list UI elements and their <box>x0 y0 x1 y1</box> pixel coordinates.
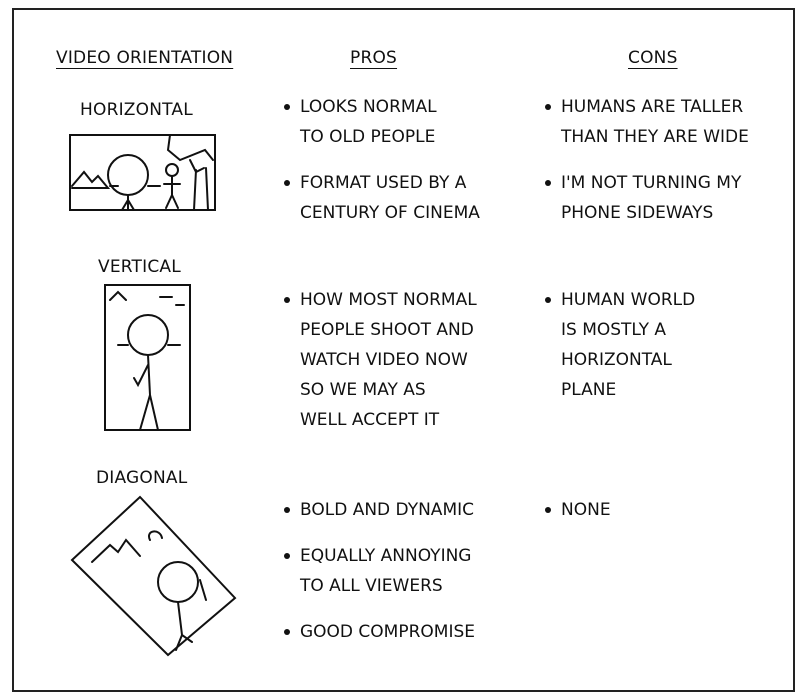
header: PROS <box>350 48 398 68</box>
bullet-item: HUMAN WORLD IS MOSTLY A HORIZONTAL PLANE <box>545 285 695 405</box>
bullet-text: GOOD COMPROMISE <box>300 622 476 642</box>
cons-list: HUMANS ARE TALLER THAN THEY ARE WIDE I'M N… <box>545 92 749 244</box>
bullet-text: CENTURY OF CINEMA <box>300 203 480 223</box>
bullet-text: BOLD AND DYNAMIC <box>300 500 474 520</box>
bullet-item: GOOD COMPROMISE <box>284 617 475 647</box>
bullet-text: TO ALL VIEWERS <box>300 576 443 596</box>
row-label: HORIZONTAL <box>80 100 193 120</box>
bullet-item: NONE <box>545 495 611 525</box>
bullet-text: IS MOSTLY A <box>561 320 667 340</box>
bullet-text: NONE <box>561 500 611 520</box>
header: VIDEO ORIENTATION <box>56 48 234 68</box>
bullet-text: LOOKS NORMAL <box>300 97 437 117</box>
bullet-item: HUMANS ARE TALLER THAN THEY ARE WIDE <box>545 92 749 152</box>
bullet-text: HOW MOST NORMAL <box>300 290 477 310</box>
bullet-text: HUMAN WORLD <box>561 290 696 310</box>
diagonal-drawing <box>70 495 237 657</box>
bullet-text: THAN THEY ARE WIDE <box>561 127 749 147</box>
pros-list: BOLD AND DYNAMIC EQUALLY ANNOYING TO ALL V… <box>284 495 475 663</box>
bullet <box>284 553 290 559</box>
pros-list: LOOKS NORMAL TO OLD PEOPLE FORMAT USED BY … <box>284 92 480 244</box>
bullet-item: LOOKS NORMAL TO OLD PEOPLE <box>284 92 480 152</box>
bullet <box>284 629 290 635</box>
bullet <box>284 180 290 186</box>
bullet-text: SO WE MAY AS <box>300 380 426 400</box>
frame <box>12 8 795 692</box>
bullet-text: PLANE <box>561 380 617 400</box>
bullet <box>284 297 290 303</box>
pros-list: HOW MOST NORMAL PEOPLE SHOOT AND WATCH VID… <box>284 285 477 451</box>
bullet-text: TO OLD PEOPLE <box>300 127 436 147</box>
bullet-text: PHONE SIDEWAYS <box>561 203 714 223</box>
bullet-text: WATCH VIDEO NOW <box>300 350 468 370</box>
bullet <box>284 507 290 513</box>
header: CONS <box>628 48 678 68</box>
bullet-item: BOLD AND DYNAMIC <box>284 495 475 525</box>
cons-list: NONE <box>545 495 611 541</box>
bullet-text: HUMANS ARE TALLER <box>561 97 744 117</box>
bullet-text: FORMAT USED BY A <box>300 173 467 193</box>
bullet-item: EQUALLY ANNOYING TO ALL VIEWERS <box>284 541 475 601</box>
bullet-text: PEOPLE SHOOT AND <box>300 320 474 340</box>
bullet-text: EQUALLY ANNOYING <box>300 546 472 566</box>
row-label: DIAGONAL <box>96 468 188 488</box>
bullet-text: HORIZONTAL <box>561 350 672 370</box>
bullet-item: I'M NOT TURNING MY PHONE SIDEWAYS <box>545 168 749 228</box>
bullet <box>545 297 551 303</box>
bullet <box>545 104 551 110</box>
horizontal-drawing <box>69 134 216 211</box>
bullet-item: FORMAT USED BY A CENTURY OF CINEMA <box>284 168 480 228</box>
bullet <box>545 507 551 513</box>
bullet <box>284 104 290 110</box>
cons-list: HUMAN WORLD IS MOSTLY A HORIZONTAL PLANE <box>545 285 695 421</box>
bullet-text: I'M NOT TURNING MY <box>561 173 742 193</box>
bullet-text: WELL ACCEPT IT <box>300 410 440 430</box>
bullet-item: HOW MOST NORMAL PEOPLE SHOOT AND WATCH VID… <box>284 285 477 435</box>
bullet <box>545 180 551 186</box>
row-label: VERTICAL <box>98 257 181 277</box>
vertical-drawing <box>104 284 191 431</box>
